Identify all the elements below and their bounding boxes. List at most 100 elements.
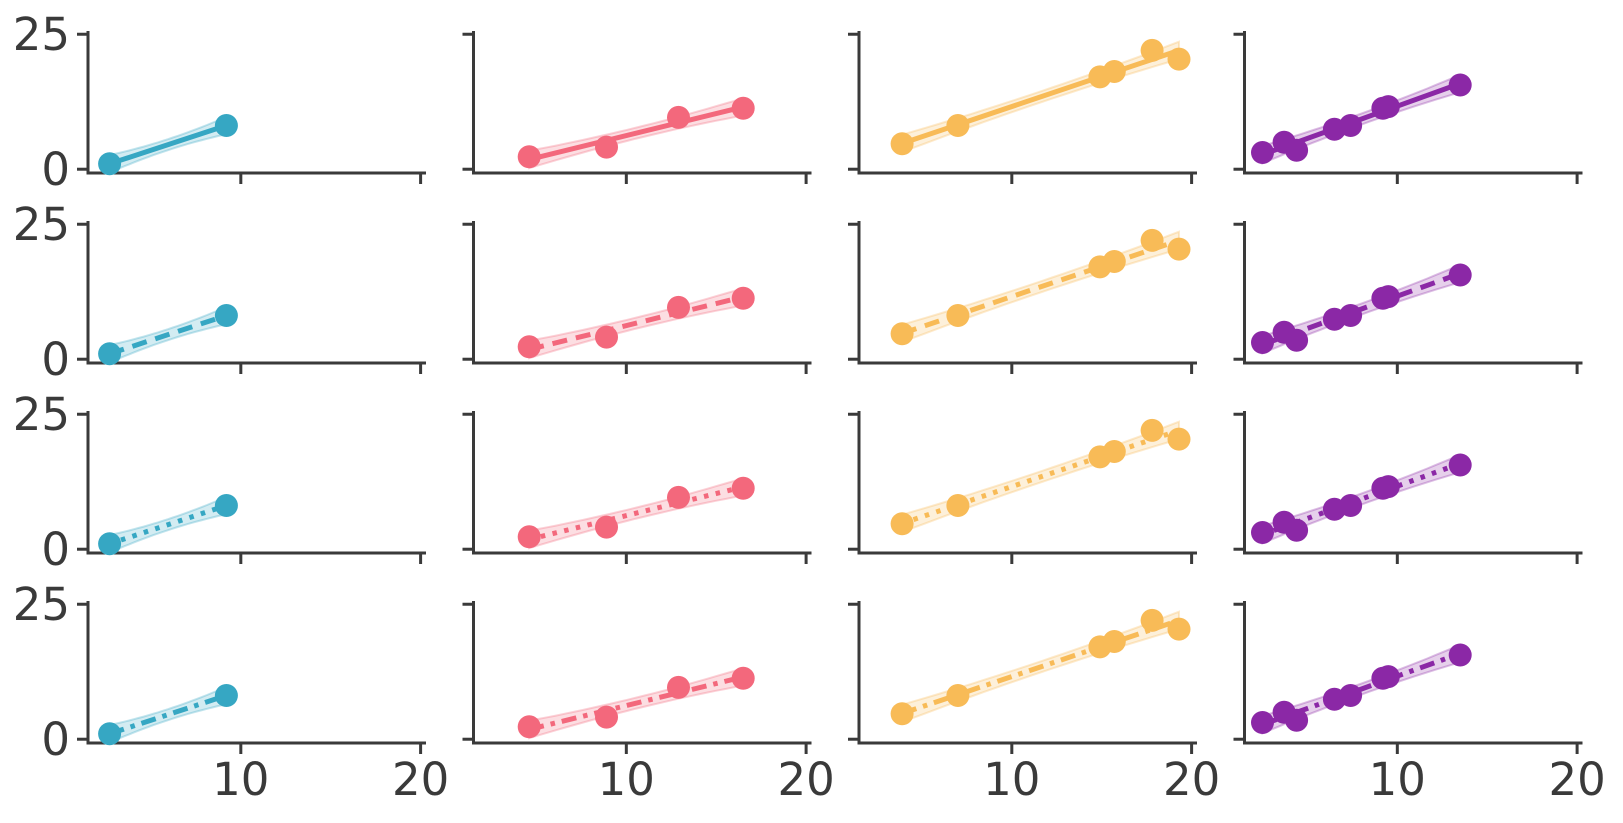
data-point [946, 684, 970, 707]
x-tick-label: 20 [777, 753, 834, 806]
axis-spines [472, 31, 812, 175]
data-point [214, 304, 238, 327]
y-tick-label: 25 [13, 8, 70, 61]
trend-line-solid [901, 48, 1180, 146]
data-point [946, 114, 970, 137]
trend-line-solid [108, 123, 228, 167]
axis-spines [1243, 31, 1583, 175]
subplot-row3-col3 [848, 411, 1197, 564]
data-point [731, 666, 755, 690]
subplot-row3-col4 [1233, 411, 1583, 564]
subplot-row2-col3 [848, 221, 1197, 374]
y-tick-label: 0 [41, 523, 70, 576]
data-point [1339, 114, 1363, 137]
data-point [595, 325, 618, 349]
data-point [517, 715, 541, 739]
subplot-row1-col4 [1233, 31, 1583, 184]
data-point [214, 494, 238, 517]
data-point [517, 525, 541, 549]
subplot-row1-col2 [462, 31, 812, 184]
data-point [890, 322, 914, 346]
data-point [667, 675, 690, 699]
data-point [1102, 440, 1126, 463]
trend-line-dashed [528, 294, 744, 352]
data-point [98, 152, 122, 176]
trend-line-dashdot [108, 693, 228, 737]
data-point [1102, 60, 1126, 83]
data-point [1167, 237, 1191, 261]
data-point [595, 515, 618, 539]
y-tick-label: 0 [41, 333, 70, 386]
data-point [1167, 427, 1191, 451]
data-point [890, 512, 914, 536]
data-point [890, 702, 914, 726]
data-point [946, 304, 970, 327]
axis-spines [857, 601, 1197, 745]
data-point [1285, 518, 1309, 542]
subplot-row2-col2 [462, 221, 812, 374]
trend-line-dashdot [528, 674, 744, 732]
data-point [1448, 73, 1472, 97]
data-point [1339, 494, 1363, 517]
subplot-row2-col1: 0 25 [13, 198, 426, 386]
axis-spines [86, 31, 426, 175]
data-point [517, 145, 541, 169]
axis-spines [472, 221, 812, 365]
axis-spines [472, 601, 812, 745]
subplot-row3-col1: 0 25 [13, 388, 426, 576]
axis-spines [472, 411, 812, 555]
data-point [890, 132, 914, 156]
data-point [1167, 617, 1191, 641]
y-tick-label: 25 [13, 578, 70, 631]
data-point [98, 532, 122, 556]
subplot-row4-col4: 10 20 [1233, 601, 1606, 806]
y-tick-label: 25 [13, 388, 70, 441]
data-point [98, 342, 122, 366]
subplot-row1-col3 [848, 31, 1197, 184]
data-point [667, 485, 690, 509]
axis-spines [86, 221, 426, 365]
data-point [1140, 608, 1164, 632]
data-point [1285, 138, 1309, 162]
x-tick-label: 10 [1369, 753, 1426, 806]
axis-spines [1243, 411, 1583, 555]
subplot-row1-col1: 0 25 [13, 8, 426, 196]
subplot-row4-col3: 10 20 [848, 601, 1220, 806]
data-point [731, 476, 755, 500]
subplot-row2-col4 [1233, 221, 1583, 374]
data-point [517, 335, 541, 359]
data-point [1140, 38, 1164, 62]
axis-spines [857, 31, 1197, 175]
data-point [1285, 328, 1309, 352]
x-tick-label: 20 [1548, 753, 1605, 806]
axis-spines [86, 411, 426, 555]
confidence-band [108, 685, 228, 745]
y-tick-label: 25 [13, 198, 70, 251]
axis-spines [857, 221, 1197, 365]
data-point [1448, 643, 1472, 667]
data-point [1251, 331, 1274, 354]
x-tick-label: 10 [598, 753, 655, 806]
data-point [1376, 285, 1400, 309]
data-point [1140, 418, 1164, 442]
trend-line-solid [528, 104, 744, 162]
data-point [1251, 521, 1274, 544]
axis-spines [86, 601, 426, 745]
axis-spines [857, 411, 1197, 555]
data-point [1251, 711, 1274, 734]
data-point [1376, 665, 1400, 689]
x-tick-label: 10 [983, 753, 1040, 806]
data-point [731, 286, 755, 310]
data-point [1167, 47, 1191, 71]
data-point [946, 494, 970, 517]
data-point [667, 105, 690, 129]
x-tick-label: 20 [1163, 753, 1220, 806]
data-point [1448, 453, 1472, 477]
data-point [1102, 250, 1126, 273]
data-point [214, 114, 238, 137]
y-tick-label: 0 [41, 143, 70, 196]
data-point [595, 135, 618, 159]
data-point [1339, 304, 1363, 327]
